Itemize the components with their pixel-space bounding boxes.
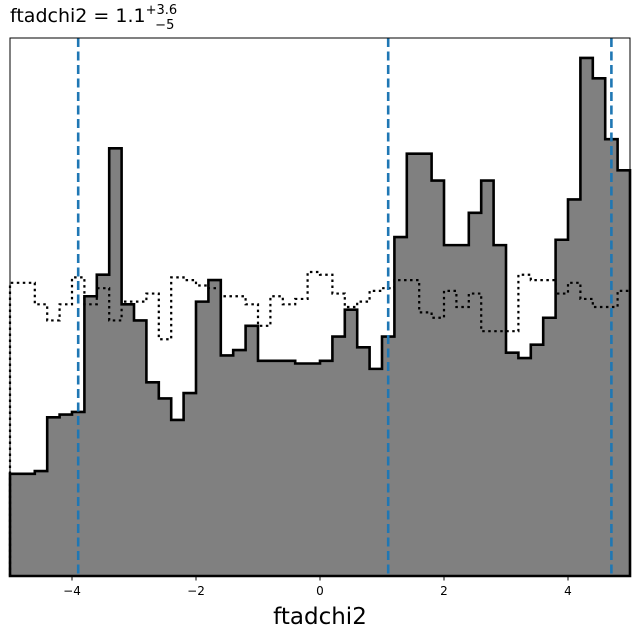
filled-histogram-series: [8, 56, 632, 578]
x-tick-label: 2: [440, 584, 448, 598]
chart-title-sub: −5: [155, 18, 174, 33]
chart-title: ftadchi2 = 1.1+3.6 −5: [10, 3, 177, 33]
plot-area: [8, 37, 632, 578]
x-axis-label: ftadchi2: [273, 604, 367, 630]
x-tick-label: 4: [564, 584, 572, 598]
chart-title-sup: +3.6: [146, 3, 178, 18]
x-tick-label: 0: [316, 584, 324, 598]
x-tick-label: −2: [187, 584, 205, 598]
x-axis: −4 −2 0 2 4: [63, 576, 572, 598]
x-tick-label: −4: [63, 584, 81, 598]
chart-title-base: ftadchi2 = 1.1: [10, 5, 146, 27]
